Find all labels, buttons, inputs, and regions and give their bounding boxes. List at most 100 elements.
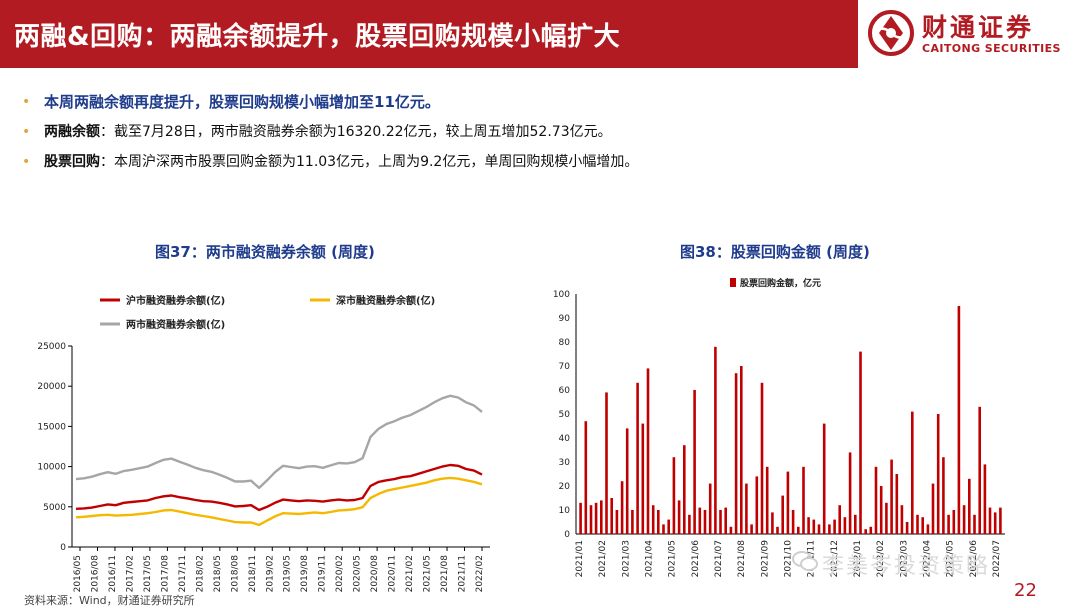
x-tick-label: 2022/07 [992, 540, 1002, 577]
x-tick-label: 2022/02 [475, 555, 485, 592]
bar [900, 505, 904, 534]
bar [745, 483, 748, 534]
x-tick-label: 2022/06 [969, 540, 979, 578]
bar [895, 474, 899, 534]
x-tick-label: 2022/02 [876, 540, 886, 577]
bar [605, 392, 608, 534]
x-tick-label: 2021/07 [714, 540, 724, 577]
x-tick-label: 2020/05 [353, 555, 363, 592]
x-tick-label: 2021/10 [784, 540, 794, 578]
y-tick-label: 80 [559, 338, 571, 348]
x-tick-label: 2016/05 [73, 555, 83, 592]
x-tick-label: 2018/02 [195, 555, 205, 592]
x-tick-label: 2021/11 [458, 555, 468, 592]
logo-chinese-name: 财通证券 [922, 13, 1035, 42]
bar [911, 411, 914, 534]
bar [672, 457, 676, 534]
bar [667, 519, 670, 534]
bar [579, 502, 582, 534]
x-tick-label: 2016/11 [108, 555, 118, 592]
bar [724, 507, 727, 534]
bullet-label: 两融余额 [44, 124, 100, 140]
slide-title: 两融&回购：两融余额提升，股票回购规模小幅扩大 [14, 22, 621, 52]
legend-label: 沪市融资融券余额(亿) [126, 294, 225, 307]
bar [740, 366, 743, 534]
bar [750, 524, 753, 534]
x-tick-label: 2018/05 [213, 555, 223, 592]
bar [677, 500, 681, 534]
bar [838, 505, 841, 534]
legend-label: 深市融资融券余额(亿) [336, 294, 435, 307]
header-bar: 两融&回购：两融余额提升，股票回购规模小幅扩大 财通证券 CAITONG SEC… [0, 0, 1080, 68]
bar [797, 526, 800, 534]
bar [879, 486, 883, 534]
x-tick-label: 2022/03 [899, 540, 909, 577]
bar [817, 524, 821, 534]
bar [952, 510, 956, 534]
series-line [75, 476, 483, 527]
bar [926, 524, 930, 534]
bar [771, 512, 774, 534]
x-tick-label: 2017/08 [160, 555, 170, 593]
bar [947, 514, 950, 534]
bar [636, 382, 639, 534]
bullet-text: ：本周沪深两市股票回购金额为11.03亿元，上周为9.2亿元，单周回购规模小幅增… [100, 154, 639, 170]
bar [781, 495, 784, 534]
bar [791, 510, 795, 534]
chart38-caption: 图38：股票回购金额 (周度) [680, 243, 870, 261]
x-tick-label: 2019/08 [300, 555, 310, 593]
bullet-dot-icon: • [22, 154, 31, 170]
bar [988, 507, 992, 534]
x-tick-label: 2021/08 [440, 555, 450, 593]
bar [765, 466, 769, 534]
y-tick-label: 0 [60, 543, 66, 553]
bar [936, 414, 940, 534]
bar [807, 517, 810, 534]
bar [828, 524, 831, 534]
bar [859, 351, 862, 534]
logo-english-name: CAITONG SECURITIES [922, 42, 1061, 55]
x-tick-label: 2020/11 [388, 555, 398, 592]
x-tick-label: 2019/02 [265, 555, 275, 592]
bar [776, 526, 779, 534]
y-tick-label: 40 [559, 434, 571, 444]
bar [703, 510, 707, 534]
bar [869, 526, 873, 534]
chart37-caption: 图37：两市融资融券余额 (周度) [155, 243, 375, 261]
legend-swatch [730, 278, 736, 287]
bar [993, 512, 997, 534]
x-tick-label: 2021/06 [691, 540, 701, 578]
x-tick-label: 2020/08 [370, 555, 380, 593]
bar [864, 529, 867, 534]
x-tick-label: 2019/05 [283, 555, 293, 592]
bar [848, 452, 852, 534]
source-note: 资料来源：Wind，财通证券研究所 [24, 594, 195, 607]
bar [812, 519, 816, 534]
legend-label: 两市融资融券余额(亿) [126, 318, 225, 331]
x-tick-label: 2021/03 [621, 540, 631, 577]
x-tick-label: 2016/08 [90, 555, 100, 593]
bar [589, 505, 593, 534]
bar [734, 373, 738, 534]
y-tick-label: 10000 [37, 463, 66, 473]
bar [921, 517, 924, 534]
bar [760, 382, 764, 534]
y-tick-label: 50 [559, 410, 571, 420]
bar [651, 505, 655, 534]
x-tick-label: 2021/02 [598, 540, 608, 577]
bar [802, 466, 805, 534]
bullet-summary-text: 本周两融余额再度提升，股票回购规模小幅增加至11亿元。 [44, 93, 440, 111]
bar [983, 464, 987, 534]
bar [786, 471, 790, 534]
series-line [75, 394, 483, 490]
bar [683, 445, 686, 534]
bar [615, 510, 619, 534]
bar [708, 483, 712, 534]
x-tick-label: 2021/01 [575, 540, 585, 577]
bar [657, 510, 660, 534]
bar [957, 306, 961, 534]
bar [822, 423, 826, 534]
wechat-icon [792, 551, 818, 571]
y-tick-label: 0 [564, 530, 570, 540]
x-tick-label: 2020/02 [335, 555, 345, 592]
